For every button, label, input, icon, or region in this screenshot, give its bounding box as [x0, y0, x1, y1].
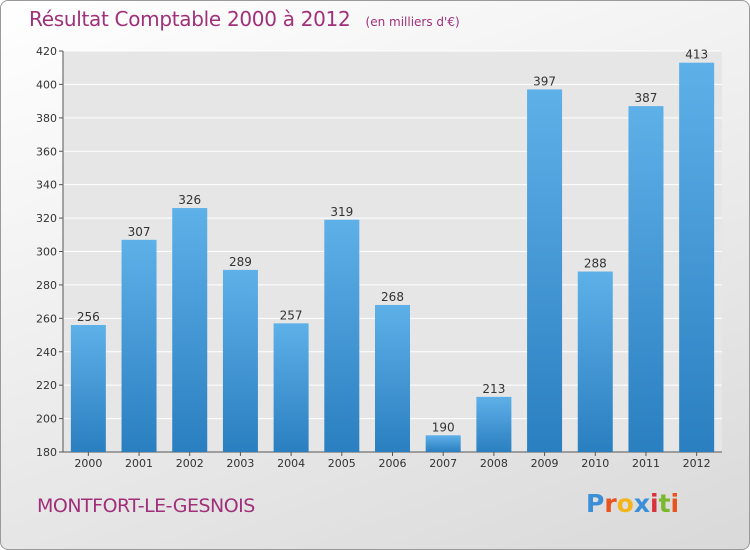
y-tick-label: 300 [36, 246, 57, 259]
x-tick-label: 2012 [683, 457, 711, 470]
proxiti-logo[interactable]: Proxiti [586, 489, 679, 518]
x-tick-label: 2011 [632, 457, 660, 470]
y-tick-label: 360 [36, 145, 57, 158]
bar [628, 106, 664, 452]
x-tick-label: 2006 [379, 457, 407, 470]
x-tick-label: 2010 [581, 457, 609, 470]
y-tick-label: 340 [36, 179, 57, 192]
x-tick-label: 2007 [429, 457, 457, 470]
bar [375, 304, 410, 452]
logo-letter: r [604, 489, 617, 518]
bar-value-label: 190 [432, 420, 455, 434]
y-tick-label: 260 [36, 312, 57, 325]
y-tick-label: 220 [36, 379, 57, 392]
logo-letter: P [586, 489, 605, 518]
bar [577, 271, 613, 452]
bar-value-label: 268 [381, 290, 404, 304]
bar-value-label: 307 [128, 225, 151, 239]
bar-value-label: 256 [77, 310, 100, 324]
bar-value-label: 387 [635, 91, 658, 105]
logo-letter: x [633, 489, 650, 518]
bar-value-label: 213 [482, 382, 505, 396]
bar [70, 325, 106, 452]
y-tick-label: 180 [36, 446, 57, 459]
x-tick-label: 2001 [125, 457, 153, 470]
logo-letter: i [670, 489, 680, 518]
bar-value-label: 326 [178, 193, 201, 207]
logo-letter: t [658, 489, 671, 518]
chart-subtitle: (en milliers d'€) [365, 15, 460, 29]
x-tick-label: 2002 [176, 457, 204, 470]
bar [172, 208, 208, 452]
logo-letter: i [650, 489, 659, 518]
bar [476, 396, 512, 452]
y-tick-label: 420 [36, 45, 57, 58]
x-tick-label: 2009 [531, 457, 559, 470]
bar-value-label: 413 [685, 48, 708, 62]
x-tick-label: 2005 [328, 457, 356, 470]
y-tick-label: 200 [36, 413, 57, 426]
bar-value-label: 397 [533, 74, 556, 88]
bar-value-label: 289 [229, 255, 252, 269]
x-tick-label: 2000 [74, 457, 102, 470]
y-tick-label: 280 [36, 279, 57, 292]
x-tick-label: 2008 [480, 457, 508, 470]
y-tick-label: 240 [36, 346, 57, 359]
y-tick-label: 380 [36, 112, 57, 125]
bar [273, 323, 309, 452]
chart-title: Résultat Comptable 2000 à 2012 [29, 7, 351, 31]
x-tick-label: 2003 [226, 457, 254, 470]
bar [324, 219, 360, 452]
bar [527, 89, 563, 452]
y-tick-label: 400 [36, 78, 57, 91]
y-tick-label: 320 [36, 212, 57, 225]
bar-value-label: 288 [584, 257, 607, 271]
place-name: MONTFORT-LE-GESNOIS [37, 495, 255, 517]
bar [425, 435, 461, 452]
bar [222, 269, 258, 452]
bar [679, 62, 715, 453]
title-row: Résultat Comptable 2000 à 2012 (en milli… [29, 7, 460, 31]
logo-letter: o [616, 489, 634, 518]
bar-value-label: 257 [280, 308, 303, 322]
bar-value-label: 319 [330, 205, 353, 219]
x-tick-label: 2004 [277, 457, 305, 470]
bar [121, 239, 157, 452]
